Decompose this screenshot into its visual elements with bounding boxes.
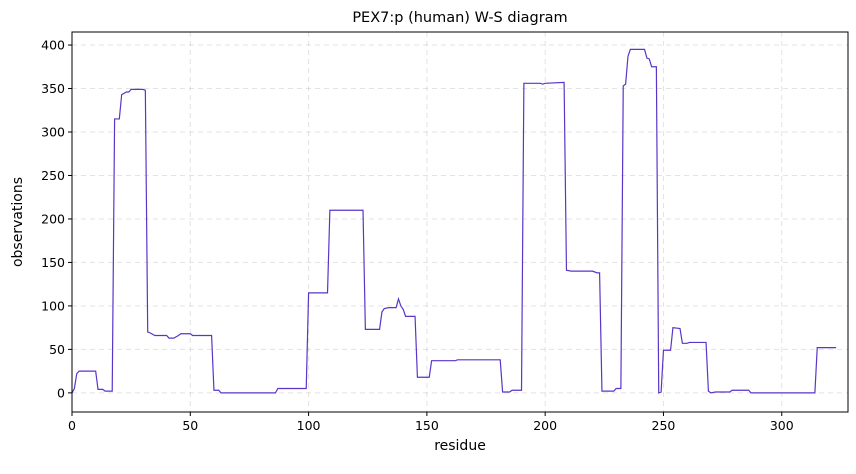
y-axis: 0 50 100 150 200 250 300 350 400 bbox=[41, 38, 72, 400]
x-tick-label: 0 bbox=[68, 418, 76, 433]
y-tick-label: 350 bbox=[41, 81, 65, 96]
x-axis-label: residue bbox=[434, 438, 486, 454]
y-axis-label: observations bbox=[10, 177, 26, 267]
x-tick-label: 150 bbox=[415, 418, 439, 433]
x-tick-label: 100 bbox=[297, 418, 321, 433]
x-tick-label: 50 bbox=[182, 418, 198, 433]
y-tick-label: 400 bbox=[41, 38, 65, 53]
y-tick-label: 50 bbox=[49, 342, 65, 357]
plot-frame bbox=[71, 31, 849, 413]
observations-line bbox=[71, 48, 837, 394]
y-tick-label: 0 bbox=[57, 385, 65, 400]
chart-title: PEX7:p (human) W-S diagram bbox=[352, 10, 567, 26]
x-axis: 0 50 100 150 200 250 300 bbox=[68, 412, 794, 433]
x-tick-label: 200 bbox=[533, 418, 557, 433]
grid bbox=[71, 32, 848, 412]
y-tick-label: 250 bbox=[41, 168, 65, 183]
x-tick-label: 300 bbox=[770, 418, 794, 433]
y-tick-label: 100 bbox=[41, 298, 65, 313]
y-tick-label: 200 bbox=[41, 211, 65, 226]
y-tick-label: 150 bbox=[41, 255, 65, 270]
x-tick-label: 250 bbox=[652, 418, 676, 433]
y-tick-label: 300 bbox=[41, 125, 65, 140]
